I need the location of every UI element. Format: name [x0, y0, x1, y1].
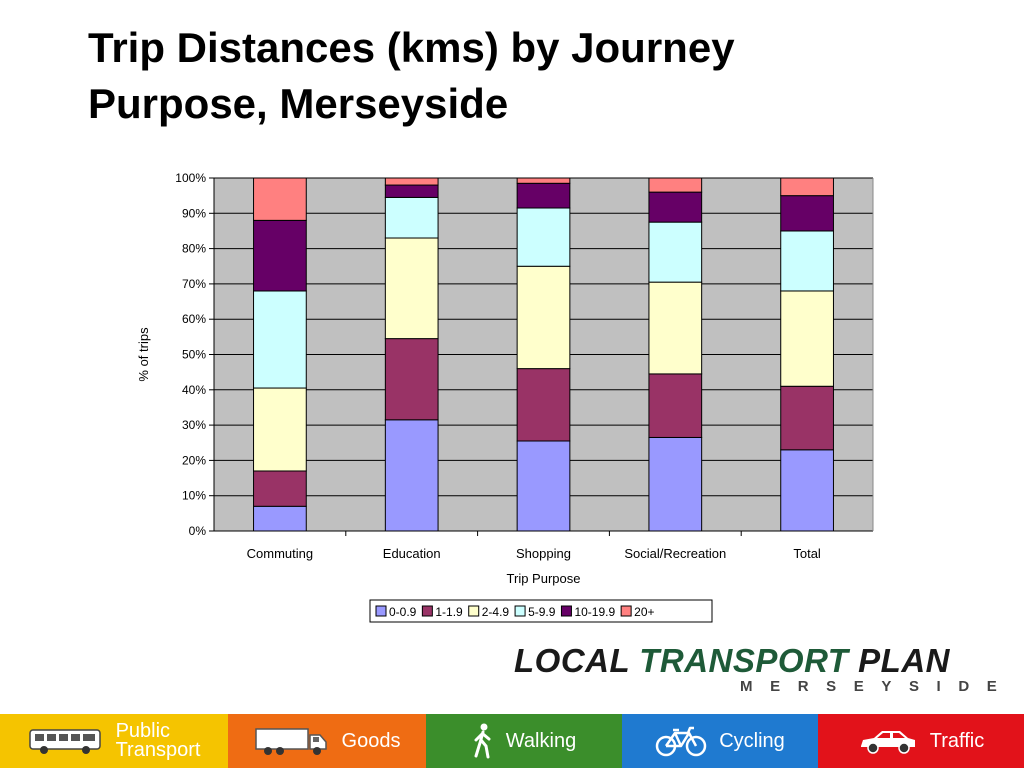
- bar-segment: [253, 505, 307, 532]
- footer-label-public-transport: Public Transport: [115, 720, 201, 761]
- legend-swatch: [560, 605, 572, 617]
- logo-subtitle: MERSEYSIDE: [740, 678, 1015, 695]
- bar-segment: [780, 195, 834, 232]
- y-tick-label: 40%: [182, 383, 206, 397]
- x-tick-label: Commuting: [247, 546, 313, 561]
- bar-segment: [648, 221, 703, 283]
- legend-label: 1-1.9: [435, 605, 463, 619]
- y-tick-label: 0%: [189, 524, 207, 538]
- logo-word-transport: TRANSPORT: [639, 642, 849, 679]
- car-icon: [860, 731, 915, 754]
- legend-label: 20+: [634, 605, 654, 619]
- slide-title-line-2: Purpose, Merseyside: [88, 80, 509, 127]
- logo-wordmark: LOCAL TRANSPORT PLAN: [514, 642, 950, 680]
- bar-segment: [253, 387, 307, 472]
- bar-segment: [648, 191, 703, 223]
- y-tick-label: 100%: [175, 171, 206, 185]
- bar-segment: [384, 237, 439, 340]
- slide-title: Trip Distances (kms) by Journey Purpose,…: [88, 20, 988, 132]
- legend-label: 2-4.9: [482, 605, 510, 619]
- bar-segment: [384, 184, 439, 198]
- y-tick-label: 70%: [182, 277, 206, 291]
- footer-item-public-transport: Public Transport: [0, 714, 228, 768]
- local-transport-plan-logo: LOCAL TRANSPORT PLAN MERSEYSIDE: [514, 642, 997, 702]
- bar-segment: [516, 182, 571, 209]
- stacked-bar-chart: 0% 10% 20% 30% 40% 50% 60% 70% 80% 90% 100% Commuti…: [136, 171, 874, 623]
- bar-segment: [780, 230, 834, 292]
- legend: 0-0.9 1-1.9 2-4.9 5-9.9 10-19.9 20+: [369, 599, 713, 623]
- legend-label: 5-9.9: [528, 605, 556, 619]
- footer-item-walking: Walking: [426, 714, 622, 768]
- bicycle-icon: [655, 726, 707, 757]
- y-tick-label: 10%: [182, 489, 206, 503]
- footer-label-goods: Goods: [341, 729, 401, 752]
- bar-segment: [648, 177, 703, 193]
- legend-swatch: [375, 605, 387, 617]
- bar-segment: [516, 265, 571, 370]
- bar-segment: [780, 449, 834, 532]
- bar-segment: [780, 290, 834, 387]
- bar-segment: [648, 436, 703, 532]
- y-axis-title: % of trips: [136, 327, 151, 382]
- walker-icon: [474, 723, 491, 759]
- bar-segment: [516, 368, 571, 442]
- bar-segment: [384, 338, 439, 421]
- bar-segment: [516, 440, 571, 532]
- legend-label: 0-0.9: [389, 605, 417, 619]
- bar-segment: [648, 281, 703, 375]
- bar-segment: [253, 219, 307, 292]
- footer-item-traffic: Traffic: [818, 714, 1024, 768]
- bar-segment: [516, 207, 571, 267]
- bar-segment: [780, 385, 834, 451]
- truck-icon: [254, 728, 327, 755]
- legend-swatch: [421, 605, 433, 617]
- footer-label-traffic: Traffic: [929, 729, 985, 752]
- logo-word-plan: PLAN: [858, 642, 950, 679]
- y-tick-label: 50%: [182, 348, 206, 362]
- bar-segment: [780, 177, 834, 197]
- legend-swatch: [620, 605, 632, 617]
- footer-label-walking: Walking: [505, 729, 577, 752]
- x-tick-label: Social/Recreation: [624, 546, 726, 561]
- slide-title-line-1: Trip Distances (kms) by Journey: [88, 24, 735, 71]
- footer-item-cycling: Cycling: [622, 714, 818, 768]
- legend-swatch: [514, 605, 526, 617]
- legend-label: 10-19.9: [574, 605, 615, 619]
- y-tick-label: 80%: [182, 242, 206, 256]
- axes: 0% 10% 20% 30% 40% 50% 60% 70% 80% 90% 100% Commuti…: [136, 171, 874, 586]
- footer-label-line-1: Public: [115, 720, 171, 742]
- y-tick-label: 30%: [182, 418, 206, 432]
- legend-swatch: [468, 605, 480, 617]
- bar-segment: [253, 470, 307, 507]
- y-tick-label: 90%: [182, 206, 206, 220]
- x-tick-label: Total: [793, 546, 821, 561]
- bar-segment: [516, 177, 571, 184]
- footer-label-line-2: Transport: [115, 739, 201, 761]
- bar-segment: [384, 419, 439, 532]
- bar-segment: [648, 373, 703, 438]
- y-tick-label: 60%: [182, 312, 206, 326]
- x-axis-title: Trip Purpose: [507, 571, 581, 586]
- x-tick-label: Education: [383, 546, 441, 561]
- logo-word-local: LOCAL: [514, 642, 630, 679]
- footer-bar: Public Transport Goods Walking Cycling: [0, 714, 1024, 768]
- x-tick-label: Shopping: [516, 546, 571, 561]
- bar-segment: [253, 177, 307, 221]
- bus-icon: [28, 729, 101, 754]
- footer-item-goods: Goods: [228, 714, 426, 768]
- bar-segment: [253, 290, 307, 389]
- bar-segment: [384, 196, 439, 239]
- y-tick-label: 20%: [182, 453, 206, 467]
- bar-segment: [384, 177, 439, 186]
- footer-label-cycling: Cycling: [719, 729, 785, 752]
